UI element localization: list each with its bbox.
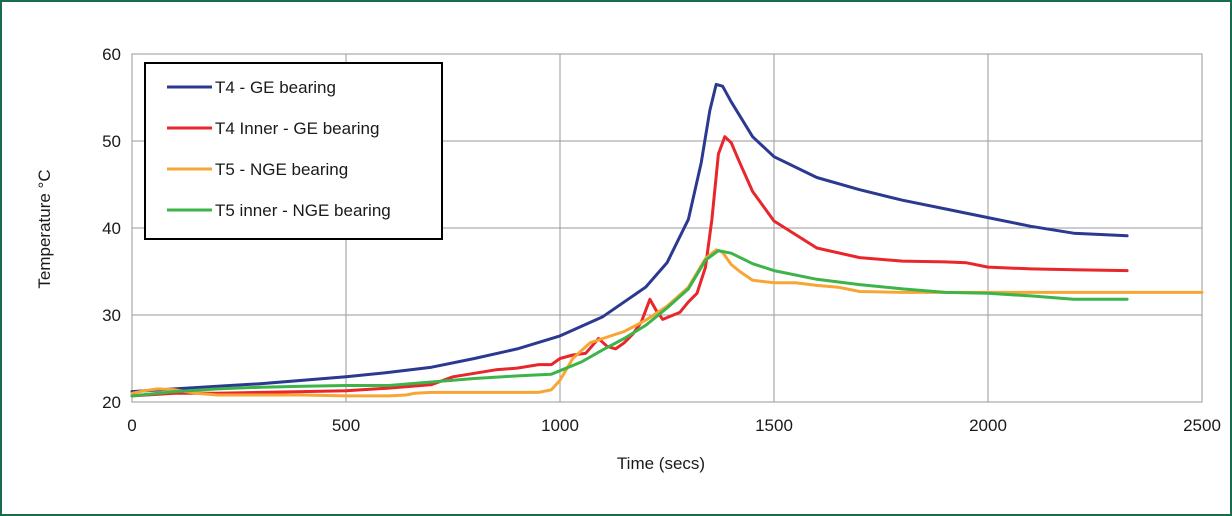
x-tick-label: 0 xyxy=(127,416,136,435)
y-axis-label: Temperature °C xyxy=(35,169,54,288)
y-tick-label: 30 xyxy=(102,306,121,325)
legend-label: T4 - GE bearing xyxy=(215,78,336,97)
x-tick-label: 1000 xyxy=(541,416,579,435)
legend: T4 - GE bearing T4 Inner - GE bearing T5 -… xyxy=(144,62,443,240)
series-line-4 xyxy=(130,249,1129,398)
y-tick-label: 50 xyxy=(102,132,121,151)
series-line-1 xyxy=(130,82,1129,394)
x-tick-label: 500 xyxy=(332,416,360,435)
legend-label: T5 - NGE bearing xyxy=(215,160,348,179)
y-tick-label: 60 xyxy=(102,45,121,64)
legend-label: T4 Inner - GE bearing xyxy=(215,119,379,138)
y-tick-label: 20 xyxy=(102,393,121,412)
series-line-3 xyxy=(130,248,1204,398)
x-tick-label: 2000 xyxy=(969,416,1007,435)
x-axis-label: Time (secs) xyxy=(617,454,705,473)
x-tick-label: 2500 xyxy=(1183,416,1221,435)
y-tick-label: 40 xyxy=(102,219,121,238)
x-tick-label: 1500 xyxy=(755,416,793,435)
legend-label: T5 inner - NGE bearing xyxy=(215,201,391,220)
